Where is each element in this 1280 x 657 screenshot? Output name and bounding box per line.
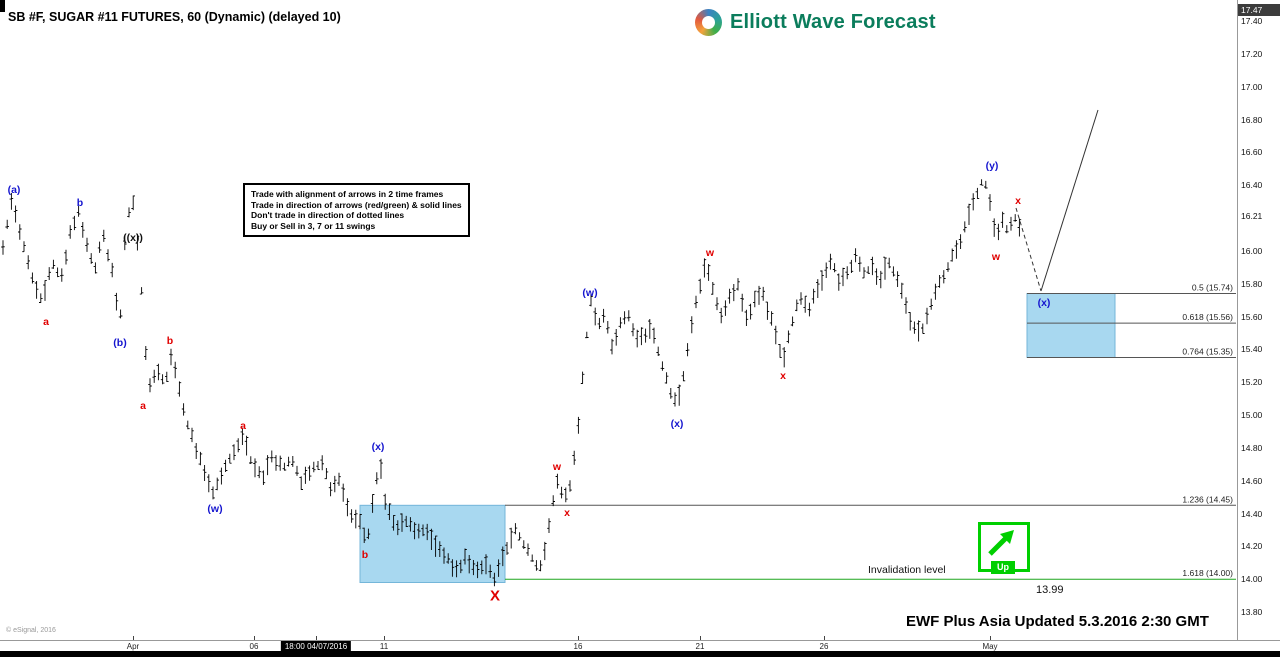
wave-label[interactable]: (y) — [985, 160, 999, 172]
fib-box[interactable] — [1026, 293, 1116, 358]
wave-label[interactable]: (a) — [7, 184, 21, 196]
wave-label[interactable]: b — [76, 197, 84, 209]
price-tick-label: 16.60 — [1241, 147, 1263, 157]
price-tick-label: 15.20 — [1241, 377, 1263, 387]
price-tick-label: 14.80 — [1241, 443, 1263, 453]
wave-label[interactable]: x — [780, 370, 786, 382]
price-tick-label: 17.00 — [1241, 82, 1263, 92]
price-tick-label: 14.00 — [1241, 574, 1263, 584]
wave-label[interactable]: a — [43, 316, 49, 328]
wave-label[interactable]: a — [240, 420, 246, 432]
time-tick-label: 26 — [819, 642, 829, 651]
dashed-pullback-line — [1015, 207, 1042, 292]
fib-level-label: 0.618 (15.56) — [1182, 312, 1233, 322]
wave-label[interactable]: X — [489, 587, 501, 605]
wave-label[interactable]: (w) — [582, 287, 598, 299]
time-tick-label: 11 — [379, 642, 389, 651]
invalidation-price-label: 13.99 — [1036, 584, 1064, 596]
trade-rule-line: Trade in direction of arrows (red/green)… — [251, 199, 462, 210]
wave-label[interactable]: a — [140, 400, 146, 412]
time-tick-label: 06 — [249, 642, 259, 651]
fib-level-label: 1.236 (14.45) — [1182, 494, 1233, 504]
logo: Elliott Wave Forecast — [695, 9, 936, 36]
time-tick-mark — [990, 636, 991, 640]
time-tick-mark — [384, 636, 385, 640]
price-tick-label: 16.00 — [1241, 246, 1263, 256]
time-tick-label: Apr — [126, 642, 140, 651]
time-tick-mark — [578, 636, 579, 640]
wave-label[interactable]: w — [705, 247, 715, 259]
time-tick-mark — [824, 636, 825, 640]
window-corner-mark — [0, 0, 5, 12]
logo-text: Elliott Wave Forecast — [730, 11, 936, 33]
invalidation-level-label: Invalidation level — [868, 564, 946, 576]
update-caption: EWF Plus Asia Updated 5.3.2016 2:30 GMT — [906, 613, 1209, 630]
trade-rule-line: Trade with alignment of arrows in 2 time… — [251, 189, 444, 199]
last-price-chip: 17.47 — [1238, 4, 1280, 16]
price-tick-label: 16.40 — [1241, 180, 1263, 190]
price-tick-label: 14.40 — [1241, 509, 1263, 519]
wave-label[interactable]: w — [991, 251, 1001, 263]
wave-label[interactable]: (b) — [113, 337, 127, 349]
projection-trendline — [1040, 109, 1099, 292]
fib-level-label: 0.764 (15.35) — [1182, 347, 1233, 357]
trade-rule-line: Buy or Sell in 3, 7 or 11 swings — [251, 220, 376, 231]
price-axis[interactable]: 17.47 17.40 17.20 17.00 16.80 16.60 16.40 16.21… — [1237, 0, 1280, 640]
wave-label[interactable]: b — [166, 335, 174, 347]
esignal-copyright: © eSignal, 2016 — [6, 627, 56, 634]
price-chart-canvas[interactable]: 0.5 (15.74) 0.618 (15.56) 0.764 (15.35) 1.2… — [0, 0, 1280, 640]
fib-level-label: 0.5 (15.74) — [1192, 283, 1233, 293]
wave-label[interactable]: (x) — [371, 441, 385, 453]
price-tick-label: 16.80 — [1241, 115, 1263, 125]
up-tag: Up — [991, 561, 1015, 574]
selected-time-chip: 18:00 04/07/2016 — [280, 641, 352, 652]
wave-label[interactable]: w — [552, 461, 562, 473]
price-tick-label: 17.20 — [1241, 49, 1263, 59]
price-tick-label: 15.00 — [1241, 410, 1263, 420]
price-tick-label: 15.80 — [1241, 279, 1263, 289]
chart-title: SB #F, SUGAR #11 FUTURES, 60 (Dynamic) (… — [8, 10, 341, 24]
trade-rule-line: Don't trade in direction of dotted lines — [251, 210, 405, 220]
wave-label[interactable]: x — [1015, 195, 1021, 207]
price-tick-label: 15.40 — [1241, 344, 1263, 354]
price-tick-label: 17.40 — [1241, 16, 1263, 26]
ewf-logo-icon — [695, 9, 722, 36]
wave-label[interactable]: (x) — [1037, 297, 1051, 309]
wave-label[interactable]: (x) — [670, 418, 684, 430]
time-tick-label: May — [982, 642, 998, 651]
price-tick-label: 14.60 — [1241, 476, 1263, 486]
fib-level-label: 1.618 (14.00) — [1182, 568, 1233, 578]
time-tick-mark — [254, 636, 255, 640]
price-tick-label: 16.21 — [1241, 211, 1263, 221]
price-bars — [1, 179, 1022, 587]
price-tick-label: 13.80 — [1241, 607, 1263, 617]
wave-label[interactable]: (w) — [207, 503, 223, 515]
bottom-black-bar — [0, 651, 1280, 657]
time-tick-label: 16 — [573, 642, 583, 651]
trade-rules-box: Trade with alignment of arrows in 2 time… — [243, 183, 470, 237]
time-tick-mark — [316, 636, 317, 640]
price-tick-label: 15.60 — [1241, 312, 1263, 322]
wave-label[interactable]: b — [361, 549, 369, 561]
time-tick-mark — [700, 636, 701, 640]
fib-box[interactable] — [359, 504, 506, 583]
up-arrow-glyph — [988, 530, 1014, 556]
time-tick-mark — [133, 636, 134, 640]
wave-label[interactable]: x — [564, 507, 570, 519]
wave-label[interactable]: ((x)) — [123, 232, 143, 244]
price-tick-label: 14.20 — [1241, 541, 1263, 551]
time-axis-divider — [0, 640, 1280, 641]
time-tick-label: 21 — [695, 642, 705, 651]
